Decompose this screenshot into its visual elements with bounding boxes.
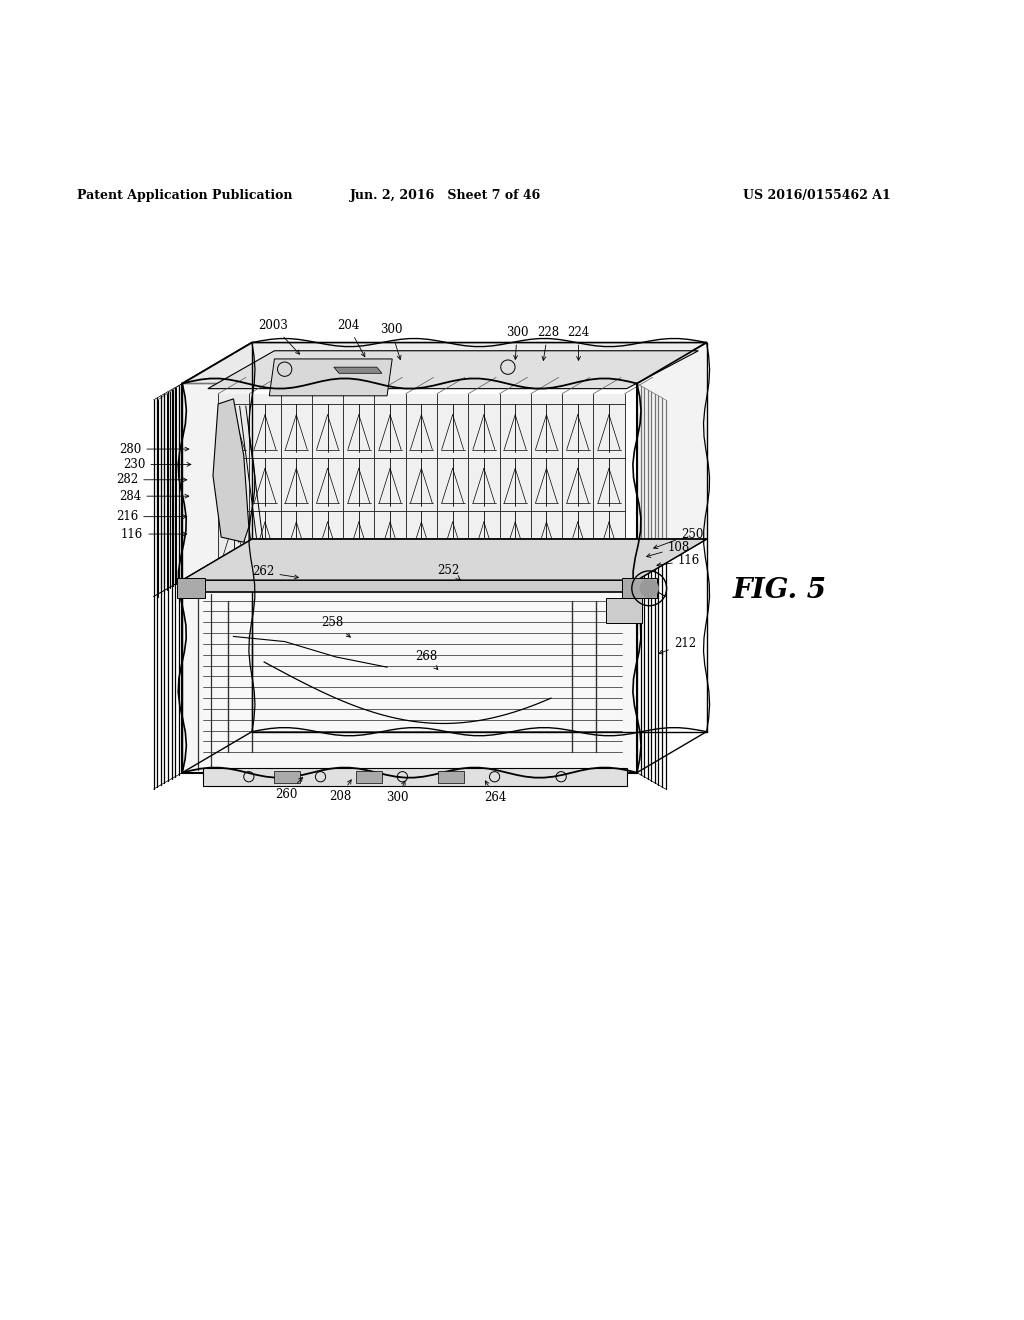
Polygon shape: [182, 579, 637, 772]
Text: 258: 258: [322, 616, 350, 638]
Polygon shape: [606, 598, 642, 623]
Text: 108: 108: [646, 541, 690, 557]
Polygon shape: [182, 343, 707, 384]
Text: 284: 284: [119, 490, 188, 503]
Polygon shape: [356, 771, 382, 783]
Text: 2003: 2003: [258, 319, 300, 354]
Text: US 2016/0155462 A1: US 2016/0155462 A1: [743, 189, 891, 202]
Polygon shape: [213, 399, 249, 543]
Polygon shape: [177, 578, 205, 598]
Text: Jun. 2, 2016   Sheet 7 of 46: Jun. 2, 2016 Sheet 7 of 46: [350, 189, 541, 202]
Polygon shape: [203, 767, 627, 785]
Text: 250: 250: [653, 528, 703, 549]
Polygon shape: [334, 367, 382, 374]
Text: 230: 230: [123, 458, 190, 471]
Text: 116: 116: [657, 554, 700, 568]
Text: 264: 264: [484, 781, 507, 804]
Polygon shape: [622, 578, 657, 598]
Polygon shape: [637, 343, 707, 579]
Text: 212: 212: [658, 638, 696, 653]
Polygon shape: [274, 771, 300, 783]
Polygon shape: [269, 359, 392, 396]
Polygon shape: [182, 343, 252, 579]
Text: 228: 228: [537, 326, 559, 360]
Polygon shape: [208, 351, 698, 388]
Polygon shape: [203, 601, 622, 752]
Text: 204: 204: [337, 319, 365, 356]
Polygon shape: [218, 393, 625, 576]
Text: 300: 300: [380, 323, 402, 359]
Text: 208: 208: [329, 780, 351, 803]
Polygon shape: [438, 771, 464, 783]
Text: FIG. 5: FIG. 5: [732, 577, 826, 603]
Text: 300: 300: [506, 326, 528, 359]
Text: 262: 262: [252, 565, 298, 578]
Text: 260: 260: [275, 777, 303, 801]
Text: 300: 300: [386, 781, 409, 804]
Text: 116: 116: [121, 528, 186, 541]
Circle shape: [640, 578, 658, 598]
Text: 282: 282: [116, 474, 186, 486]
Text: 268: 268: [415, 649, 438, 669]
Text: 224: 224: [567, 326, 590, 360]
Polygon shape: [182, 539, 707, 579]
Text: Patent Application Publication: Patent Application Publication: [77, 189, 292, 202]
Text: 280: 280: [119, 442, 188, 455]
Text: 216: 216: [116, 510, 186, 523]
Polygon shape: [182, 579, 637, 593]
Text: 252: 252: [437, 564, 461, 579]
